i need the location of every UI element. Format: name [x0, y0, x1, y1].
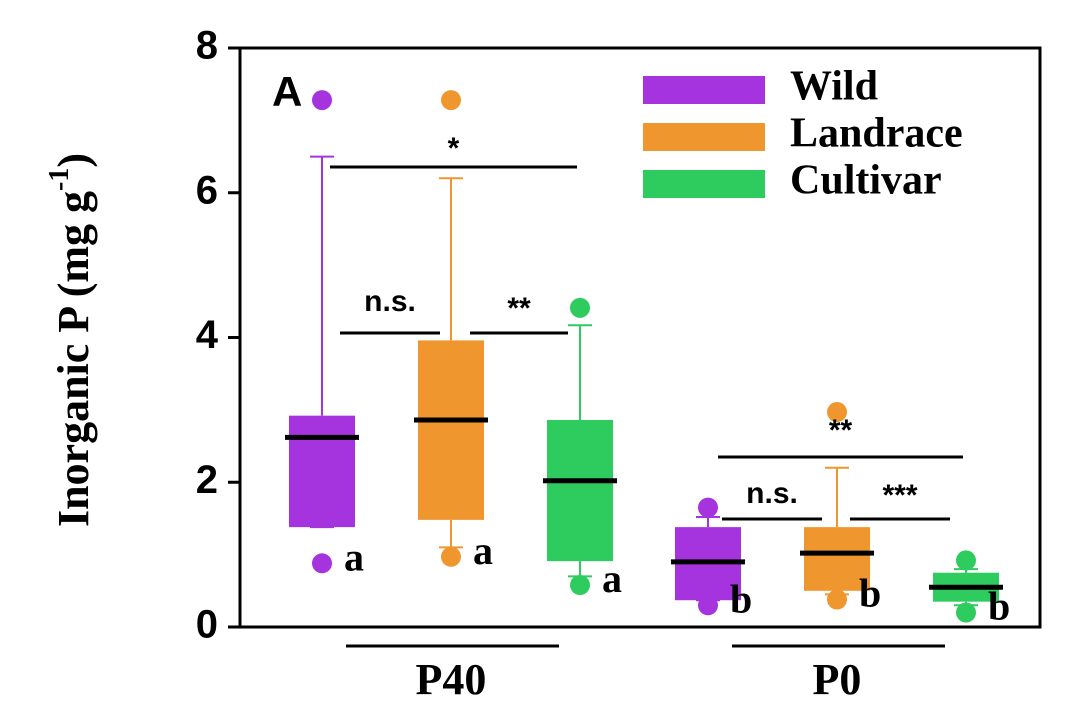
outlier	[698, 595, 718, 616]
outlier	[827, 402, 847, 423]
outlier	[441, 90, 461, 111]
legend-label: Landrace	[790, 111, 963, 157]
significance-letter: a	[602, 556, 622, 601]
y-axis-label: Inorganic P (mg g-1)	[44, 153, 98, 527]
significance-letter: b	[859, 571, 881, 616]
significance-label: n.s.	[746, 477, 798, 510]
significance-label: **	[507, 292, 531, 325]
box	[547, 420, 613, 562]
outlier	[312, 553, 332, 574]
significance-label: *	[448, 132, 460, 165]
y-tick-label: 4	[196, 313, 219, 357]
legend-swatch	[643, 123, 765, 151]
x-tick-label: P0	[813, 655, 862, 704]
box	[418, 340, 484, 520]
panel-label: A	[272, 68, 302, 115]
outlier	[698, 497, 718, 518]
y-axis-label-main: Inorganic P (mg g	[49, 191, 98, 527]
y-tick-label: 6	[196, 168, 218, 212]
significance-letter: a	[473, 528, 493, 573]
legend-swatch	[643, 170, 765, 198]
legend-label: Cultivar	[790, 158, 942, 204]
y-tick-label: 2	[196, 458, 218, 502]
box	[804, 527, 870, 591]
significance-letter: b	[988, 584, 1010, 629]
y-axis-label-end: )	[49, 153, 98, 168]
box	[289, 415, 355, 528]
legend-swatch	[643, 76, 765, 104]
outlier	[827, 589, 847, 610]
significance-label: ***	[882, 479, 917, 512]
significance-letter: b	[730, 576, 752, 621]
significance-letter: a	[344, 534, 364, 579]
significance-label: **	[829, 414, 853, 447]
y-axis-label-sup: -1	[44, 168, 75, 191]
x-tick-label: P40	[416, 655, 487, 704]
outlier	[441, 546, 461, 567]
legend-label: Wild	[790, 64, 878, 110]
outlier	[570, 575, 590, 596]
outlier	[956, 550, 976, 571]
outlier	[956, 602, 976, 623]
outlier	[570, 297, 590, 318]
y-tick-label: 8	[196, 24, 218, 68]
significance-label: n.s.	[364, 285, 416, 318]
y-tick-label: 0	[196, 603, 218, 647]
outlier	[312, 90, 332, 111]
